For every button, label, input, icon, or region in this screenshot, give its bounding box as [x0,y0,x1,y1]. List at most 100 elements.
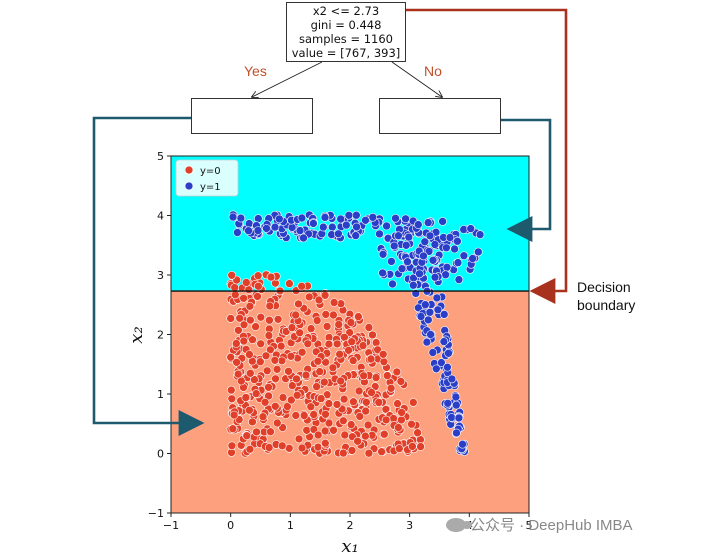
legend-marker-y0 [184,165,194,175]
point-y0 [242,431,252,441]
point-y0 [227,270,236,280]
x-tick-label: 0 [227,519,234,532]
decision-boundary-label: Decision boundary [577,278,635,314]
point-y1 [336,214,346,224]
root-split-rule: x2 <= 2.73 [312,4,380,18]
point-y0 [292,374,301,384]
point-y0 [378,349,388,359]
point-y0 [253,292,262,301]
point-y1 [334,229,343,239]
point-y0 [272,418,282,428]
point-y0 [332,400,342,409]
point-y1 [426,330,435,339]
point-y0 [245,444,255,454]
point-y1 [236,213,246,223]
point-y1 [401,214,410,224]
point-y1 [391,214,400,223]
point-y0 [359,371,369,381]
point-y1 [401,241,411,250]
point-y1 [439,337,449,346]
point-y1 [378,268,387,278]
point-y1 [431,364,441,374]
point-y0 [262,366,272,376]
point-y0 [276,341,286,351]
x-axis-label: x₁ [341,536,358,555]
point-y1 [378,250,388,259]
point-y0 [227,385,236,395]
point-y0 [329,425,338,435]
point-y0 [377,447,386,457]
point-y0 [408,398,418,407]
point-y0 [253,281,263,291]
point-y0 [416,442,425,451]
tree-leaf-no [379,98,501,134]
point-y1 [318,222,328,232]
point-y1 [423,218,433,227]
point-y1 [253,226,263,235]
point-y0 [284,366,293,376]
point-y1 [442,262,452,272]
point-y1 [453,258,463,267]
point-y1 [397,264,407,274]
scatter-points [226,210,485,458]
point-y0 [306,324,316,333]
point-y0 [258,412,268,422]
point-y1 [475,230,485,239]
point-y0 [232,339,241,348]
point-y0 [271,374,280,384]
point-y1 [447,413,456,422]
point-y1 [433,305,443,315]
point-y1 [297,213,307,223]
point-y0 [329,310,338,320]
point-y1 [341,220,351,230]
point-y0 [335,349,345,359]
point-y1 [468,254,477,263]
point-y0 [294,299,303,309]
point-y0 [322,322,332,331]
watermark-text: 公众号 · DeepHub IMBA [470,517,633,534]
point-y0 [320,438,330,448]
point-y0 [336,376,346,386]
point-y1 [375,229,384,239]
point-y0 [297,347,307,357]
point-y0 [228,424,238,434]
point-y0 [239,293,248,303]
tree-root-node: x2 <= 2.73 gini = 0.448 samples = 1160 v… [286,2,406,62]
point-y1 [413,220,423,229]
point-y1 [445,233,455,242]
point-y1 [419,251,428,261]
point-y1 [244,219,254,228]
point-y0 [250,375,259,384]
point-y0 [270,355,280,365]
y-axis-label: x₂ [126,326,147,343]
point-y1 [320,213,330,222]
point-y1 [430,240,440,249]
point-y0 [302,425,312,435]
point-y0 [396,377,406,386]
legend-marker-y1 [184,181,194,191]
point-y0 [303,339,313,349]
point-y0 [329,298,339,307]
point-y0 [235,313,244,323]
point-y0 [297,281,307,291]
point-y0 [304,292,314,302]
point-y0 [265,345,275,355]
legend: y=0 y=1 [175,159,239,197]
point-y1 [423,315,433,325]
point-y0 [260,397,270,407]
point-y0 [291,411,301,420]
point-y0 [397,415,406,425]
point-y0 [226,352,235,362]
point-y0 [381,404,391,414]
point-y1 [441,270,450,280]
point-y1 [437,358,446,367]
point-y0 [251,389,261,398]
point-y0 [393,399,402,408]
point-y0 [348,356,358,365]
point-y0 [265,315,274,325]
point-y1 [351,231,361,240]
point-y1 [416,312,426,321]
point-y0 [245,301,255,311]
point-y0 [239,320,249,330]
y-tick-label: 1 [157,388,164,401]
